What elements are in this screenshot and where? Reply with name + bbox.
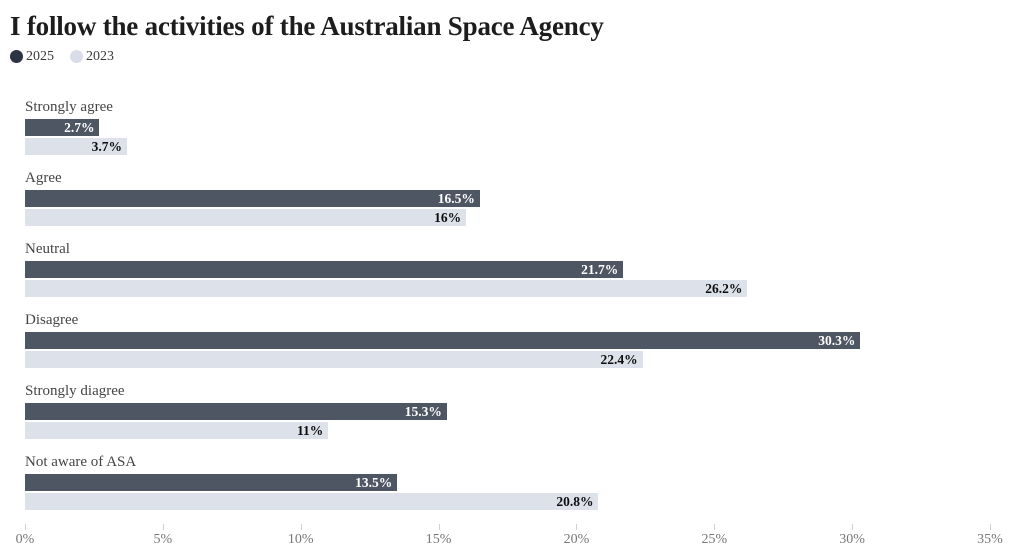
category-label: Not aware of ASA: [25, 454, 137, 470]
x-axis-tickmark: [576, 524, 578, 530]
x-axis-tickmark: [714, 524, 716, 530]
bar-value-label: 2.7%: [64, 120, 95, 135]
bar-2025-strongly-disagree[interactable]: 15.3%: [25, 403, 447, 420]
bar-2025-strongly-agree[interactable]: 2.7%: [25, 119, 100, 136]
x-axis-tickmark: [162, 524, 164, 530]
x-axis-tickmark: [990, 524, 991, 530]
category-label: Neutral: [25, 241, 70, 257]
bar-value-label: 22.4%: [600, 352, 638, 367]
bar-value-label: 16%: [434, 210, 462, 225]
bar-value-label: 15.3%: [404, 404, 442, 419]
x-axis-tick-label: 10%: [287, 532, 314, 547]
bar-2023-neutral[interactable]: 26.2%: [25, 280, 748, 297]
x-axis-tick-label: 35%: [977, 532, 1003, 547]
category-label: Disagree: [25, 312, 79, 328]
x-axis-tickmark: [852, 524, 854, 530]
bar-value-label: 11%: [297, 423, 324, 438]
legend-item-2023[interactable]: 2023: [70, 49, 114, 65]
category-group-neutral: Neutral 21.7% 26.2%: [25, 240, 990, 297]
x-axis: 0% 5% 10% 15% 20% 25% 30% 35%: [16, 524, 1003, 552]
x-axis-tickmark: [438, 524, 440, 530]
category-group-disagree: Disagree 30.3% 22.4%: [25, 311, 990, 368]
legend-item-2025[interactable]: 2025: [10, 49, 54, 65]
category-group-not-aware-of-asa: Not aware of ASA 13.5% 20.8%: [25, 453, 990, 510]
legend: 2025 2023: [10, 48, 1020, 66]
bar-2025-neutral[interactable]: 21.7%: [25, 261, 624, 278]
bar-2023-strongly-agree[interactable]: 3.7%: [25, 138, 127, 155]
bar-2023-agree[interactable]: 16%: [25, 209, 467, 226]
category-group-strongly-disagree: Strongly diagree 15.3% 11%: [25, 382, 990, 439]
category-group-strongly-agree: Strongly agree 2.7% 3.7%: [25, 98, 990, 155]
category-group-agree: Agree 16.5% 16%: [25, 169, 990, 226]
bar-2025-not-aware-of-asa[interactable]: 13.5%: [25, 474, 398, 491]
x-axis-tick-label: 0%: [15, 532, 35, 547]
bar-value-label: 16.5%: [437, 191, 475, 206]
x-axis-tick-label: 20%: [563, 532, 590, 547]
legend-swatch-2025-icon: [10, 50, 23, 64]
bar-2025-agree[interactable]: 16.5%: [25, 190, 480, 207]
bar-value-label: 26.2%: [705, 281, 743, 296]
x-axis-tick-label: 5%: [153, 532, 173, 547]
bar-value-label: 20.8%: [556, 494, 594, 509]
bar-2023-not-aware-of-asa[interactable]: 20.8%: [25, 493, 599, 510]
bar-2023-strongly-disagree[interactable]: 11%: [25, 422, 329, 439]
bar-2023-disagree[interactable]: 22.4%: [25, 351, 643, 368]
x-axis-tickmark: [25, 524, 26, 530]
bar-value-label: 13.5%: [355, 475, 393, 490]
bar-value-label: 30.3%: [818, 333, 856, 348]
category-label: Agree: [25, 170, 62, 186]
legend-label-2025: 2025: [26, 48, 54, 64]
legend-label-2023: 2023: [86, 48, 114, 64]
plot-area: Strongly agree 2.7% 3.7% Agree 16.5% 16%…: [16, 98, 1003, 552]
chart-title: I follow the activities of the Australia…: [10, 11, 604, 41]
x-axis-tick-label: 30%: [839, 532, 865, 547]
x-axis-tick-label: 25%: [701, 532, 728, 547]
category-label: Strongly agree: [25, 99, 113, 115]
legend-swatch-2023-icon: [70, 50, 83, 64]
category-label: Strongly diagree: [25, 383, 125, 399]
x-axis-tick-label: 15%: [425, 532, 452, 547]
bar-value-label: 21.7%: [581, 262, 619, 277]
bar-value-label: 3.7%: [91, 139, 122, 154]
x-axis-tickmark: [300, 524, 302, 530]
bar-2025-disagree[interactable]: 30.3%: [25, 332, 861, 349]
